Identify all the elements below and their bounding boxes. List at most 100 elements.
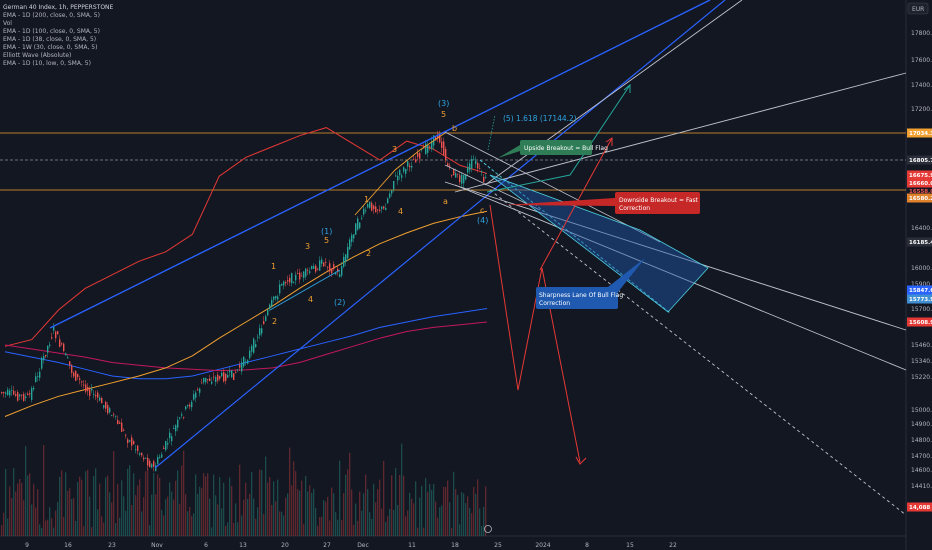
- volume-bar: [485, 486, 487, 536]
- callout-upside[interactable]: Upside Breakout = Bull Flag: [498, 140, 608, 158]
- volume-bar: [421, 485, 423, 536]
- candle-body: [253, 338, 255, 353]
- volume-bar: [159, 477, 161, 536]
- volume-bar: [305, 476, 307, 536]
- volume-bar: [317, 525, 319, 536]
- candle-body: [463, 175, 465, 184]
- wave-label-1-major: (1): [321, 227, 332, 236]
- volume-bar: [483, 506, 485, 536]
- callout-downside[interactable]: Downside Breakout = Fast Correction: [505, 192, 700, 214]
- callout-upside-box[interactable]: [520, 140, 592, 155]
- volume-bar: [5, 468, 7, 536]
- candle-body: [225, 374, 227, 381]
- candle-body: [333, 264, 335, 270]
- volume-bar: [385, 521, 387, 536]
- volume-bar: [161, 509, 163, 536]
- volume-bar: [449, 502, 451, 536]
- volume-bar: [213, 474, 215, 536]
- volume-bar: [335, 512, 337, 536]
- candle-body: [121, 422, 123, 432]
- volume-bar: [307, 491, 309, 536]
- volume-bar: [49, 507, 51, 536]
- callout-downside-text-1: Downside Breakout = Fast: [619, 197, 699, 204]
- candle-body: [453, 169, 455, 176]
- volume-bar: [29, 473, 31, 536]
- candle-body: [403, 167, 405, 172]
- indicator-6: EMA - 1D (10, low, 0, SMA, 5): [3, 60, 91, 67]
- volume-bar: [169, 482, 171, 536]
- volume-bar: [379, 479, 381, 536]
- volume-bar: [33, 484, 35, 536]
- volume-bar: [479, 508, 481, 536]
- price-tick-label: 15000.0: [911, 407, 932, 414]
- white-dashed-projection: [489, 189, 907, 516]
- candle-body: [131, 437, 133, 446]
- volume-bar: [35, 507, 37, 536]
- candle-body: [257, 336, 259, 338]
- volume-bar: [141, 511, 143, 536]
- volume-bar: [333, 493, 335, 536]
- volume-bar: [437, 517, 439, 536]
- candle-body: [173, 428, 175, 429]
- candle-body: [5, 392, 7, 394]
- candle-body: [371, 203, 373, 211]
- upside-arrow-head: [623, 83, 631, 93]
- candle-body: [99, 397, 101, 401]
- callout-sharpness-box[interactable]: [536, 287, 618, 309]
- candle-body: [63, 343, 65, 352]
- volume-bar: [387, 516, 389, 536]
- candle-body: [163, 447, 165, 449]
- callout-sharpness-pointer: [608, 258, 645, 292]
- volume-bar: [217, 504, 219, 536]
- candle-body: [447, 163, 449, 167]
- candle-body: [343, 256, 345, 267]
- volume-bar: [233, 522, 235, 536]
- candle-body: [31, 388, 33, 400]
- candle-body: [185, 406, 187, 410]
- price-tick-label: 14600.0: [911, 467, 932, 474]
- candle-body: [305, 268, 307, 277]
- candle-body: [247, 360, 249, 364]
- volume-bar: [409, 492, 411, 536]
- callout-downside-box[interactable]: [615, 192, 700, 214]
- volume-bar: [39, 524, 41, 536]
- candle-body: [445, 148, 447, 161]
- volume-bar: [297, 489, 299, 536]
- candle-body: [449, 165, 451, 167]
- volume-bar: [231, 486, 233, 536]
- volume-bar: [83, 526, 85, 536]
- replay-icon[interactable]: [484, 525, 492, 533]
- candle-body: [349, 239, 351, 250]
- time-axis[interactable]: 9 16 23 Nov 6 13 20 27 Dec 11 18 25 2024 8 15 22: [25, 542, 677, 549]
- volume-bar: [181, 465, 183, 536]
- volume-bar: [61, 470, 63, 536]
- candle-body: [127, 439, 129, 443]
- volume-bar: [185, 494, 187, 536]
- candle-body: [387, 198, 389, 204]
- callout-sharpness[interactable]: Sharpness Lane Of Bull Flag Correction: [536, 258, 645, 309]
- candle-body: [379, 209, 381, 211]
- price-tag-label: 16580.2: [909, 196, 932, 202]
- candle-body: [151, 464, 153, 468]
- volume-bar: [103, 522, 105, 536]
- candle-body: [281, 283, 283, 286]
- price-tags: 17034.3 16805.7 16675.9 16660.0 16580.2 16185…: [907, 128, 932, 512]
- wave-label-1-lower: 1: [271, 262, 276, 271]
- time-tick-label: 2024: [535, 542, 550, 549]
- ema-line: [4, 321, 488, 372]
- price-tick-label: 16000.0: [911, 265, 932, 272]
- volume-bar: [115, 523, 117, 536]
- volume-bar: [163, 515, 165, 536]
- candle-body: [143, 457, 145, 460]
- callout-downside-pointer: [505, 198, 615, 206]
- volume-bar: [81, 479, 83, 536]
- candle-body: [181, 414, 183, 416]
- volume-bar: [441, 505, 443, 536]
- price-tag-label: 16185.4: [909, 240, 932, 246]
- candle-body: [205, 377, 207, 383]
- price-axis[interactable]: 17800.017600.017400.017200.017000.016800…: [911, 30, 932, 513]
- volume-bar: [171, 491, 173, 536]
- candle-body: [363, 208, 365, 215]
- currency-badge[interactable]: [907, 2, 929, 15]
